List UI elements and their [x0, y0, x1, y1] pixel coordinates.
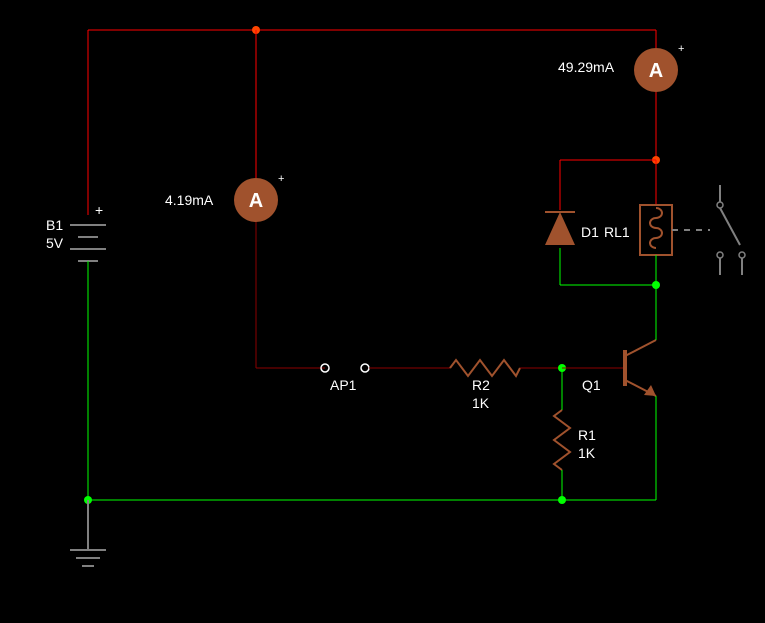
battery-plus: +	[95, 202, 103, 218]
ammeter-1-reading: 4.19mA	[165, 192, 214, 208]
resistor-r1: R1 1K	[554, 410, 596, 470]
ammeter-2-plus: +	[678, 43, 684, 55]
r1-ref: R1	[578, 427, 596, 443]
ammeter-1-symbol: A	[249, 190, 263, 212]
d1-ref: D1	[581, 224, 599, 240]
battery: + B1 5V	[46, 202, 106, 261]
ammeter-1: A + 4.19mA	[165, 173, 284, 222]
ammeter-2: A + 49.29mA	[558, 43, 684, 92]
relay-switch	[717, 185, 745, 275]
circuit-diagram: + B1 5V A + 4.19mA AP1 R2 1K	[0, 0, 765, 623]
ground-symbol	[70, 500, 106, 566]
ammeter-2-symbol: A	[649, 60, 663, 82]
r2-value: 1K	[472, 395, 490, 411]
r2-ref: R2	[472, 377, 490, 393]
ap1: AP1	[321, 364, 369, 393]
r1-value: 1K	[578, 445, 596, 461]
diode-d1: D1	[545, 212, 599, 245]
ap1-ref: AP1	[330, 377, 357, 393]
ammeter-2-reading: 49.29mA	[558, 59, 615, 75]
q1-ref: Q1	[582, 377, 601, 393]
relay-rl1: RL1	[604, 205, 672, 255]
rl1-ref: RL1	[604, 224, 630, 240]
node-r1-ground	[558, 496, 566, 504]
ammeter-1-plus: +	[278, 173, 284, 185]
battery-ref: B1	[46, 217, 63, 233]
battery-value: 5V	[46, 235, 64, 251]
resistor-r2: R2 1K	[450, 360, 520, 411]
